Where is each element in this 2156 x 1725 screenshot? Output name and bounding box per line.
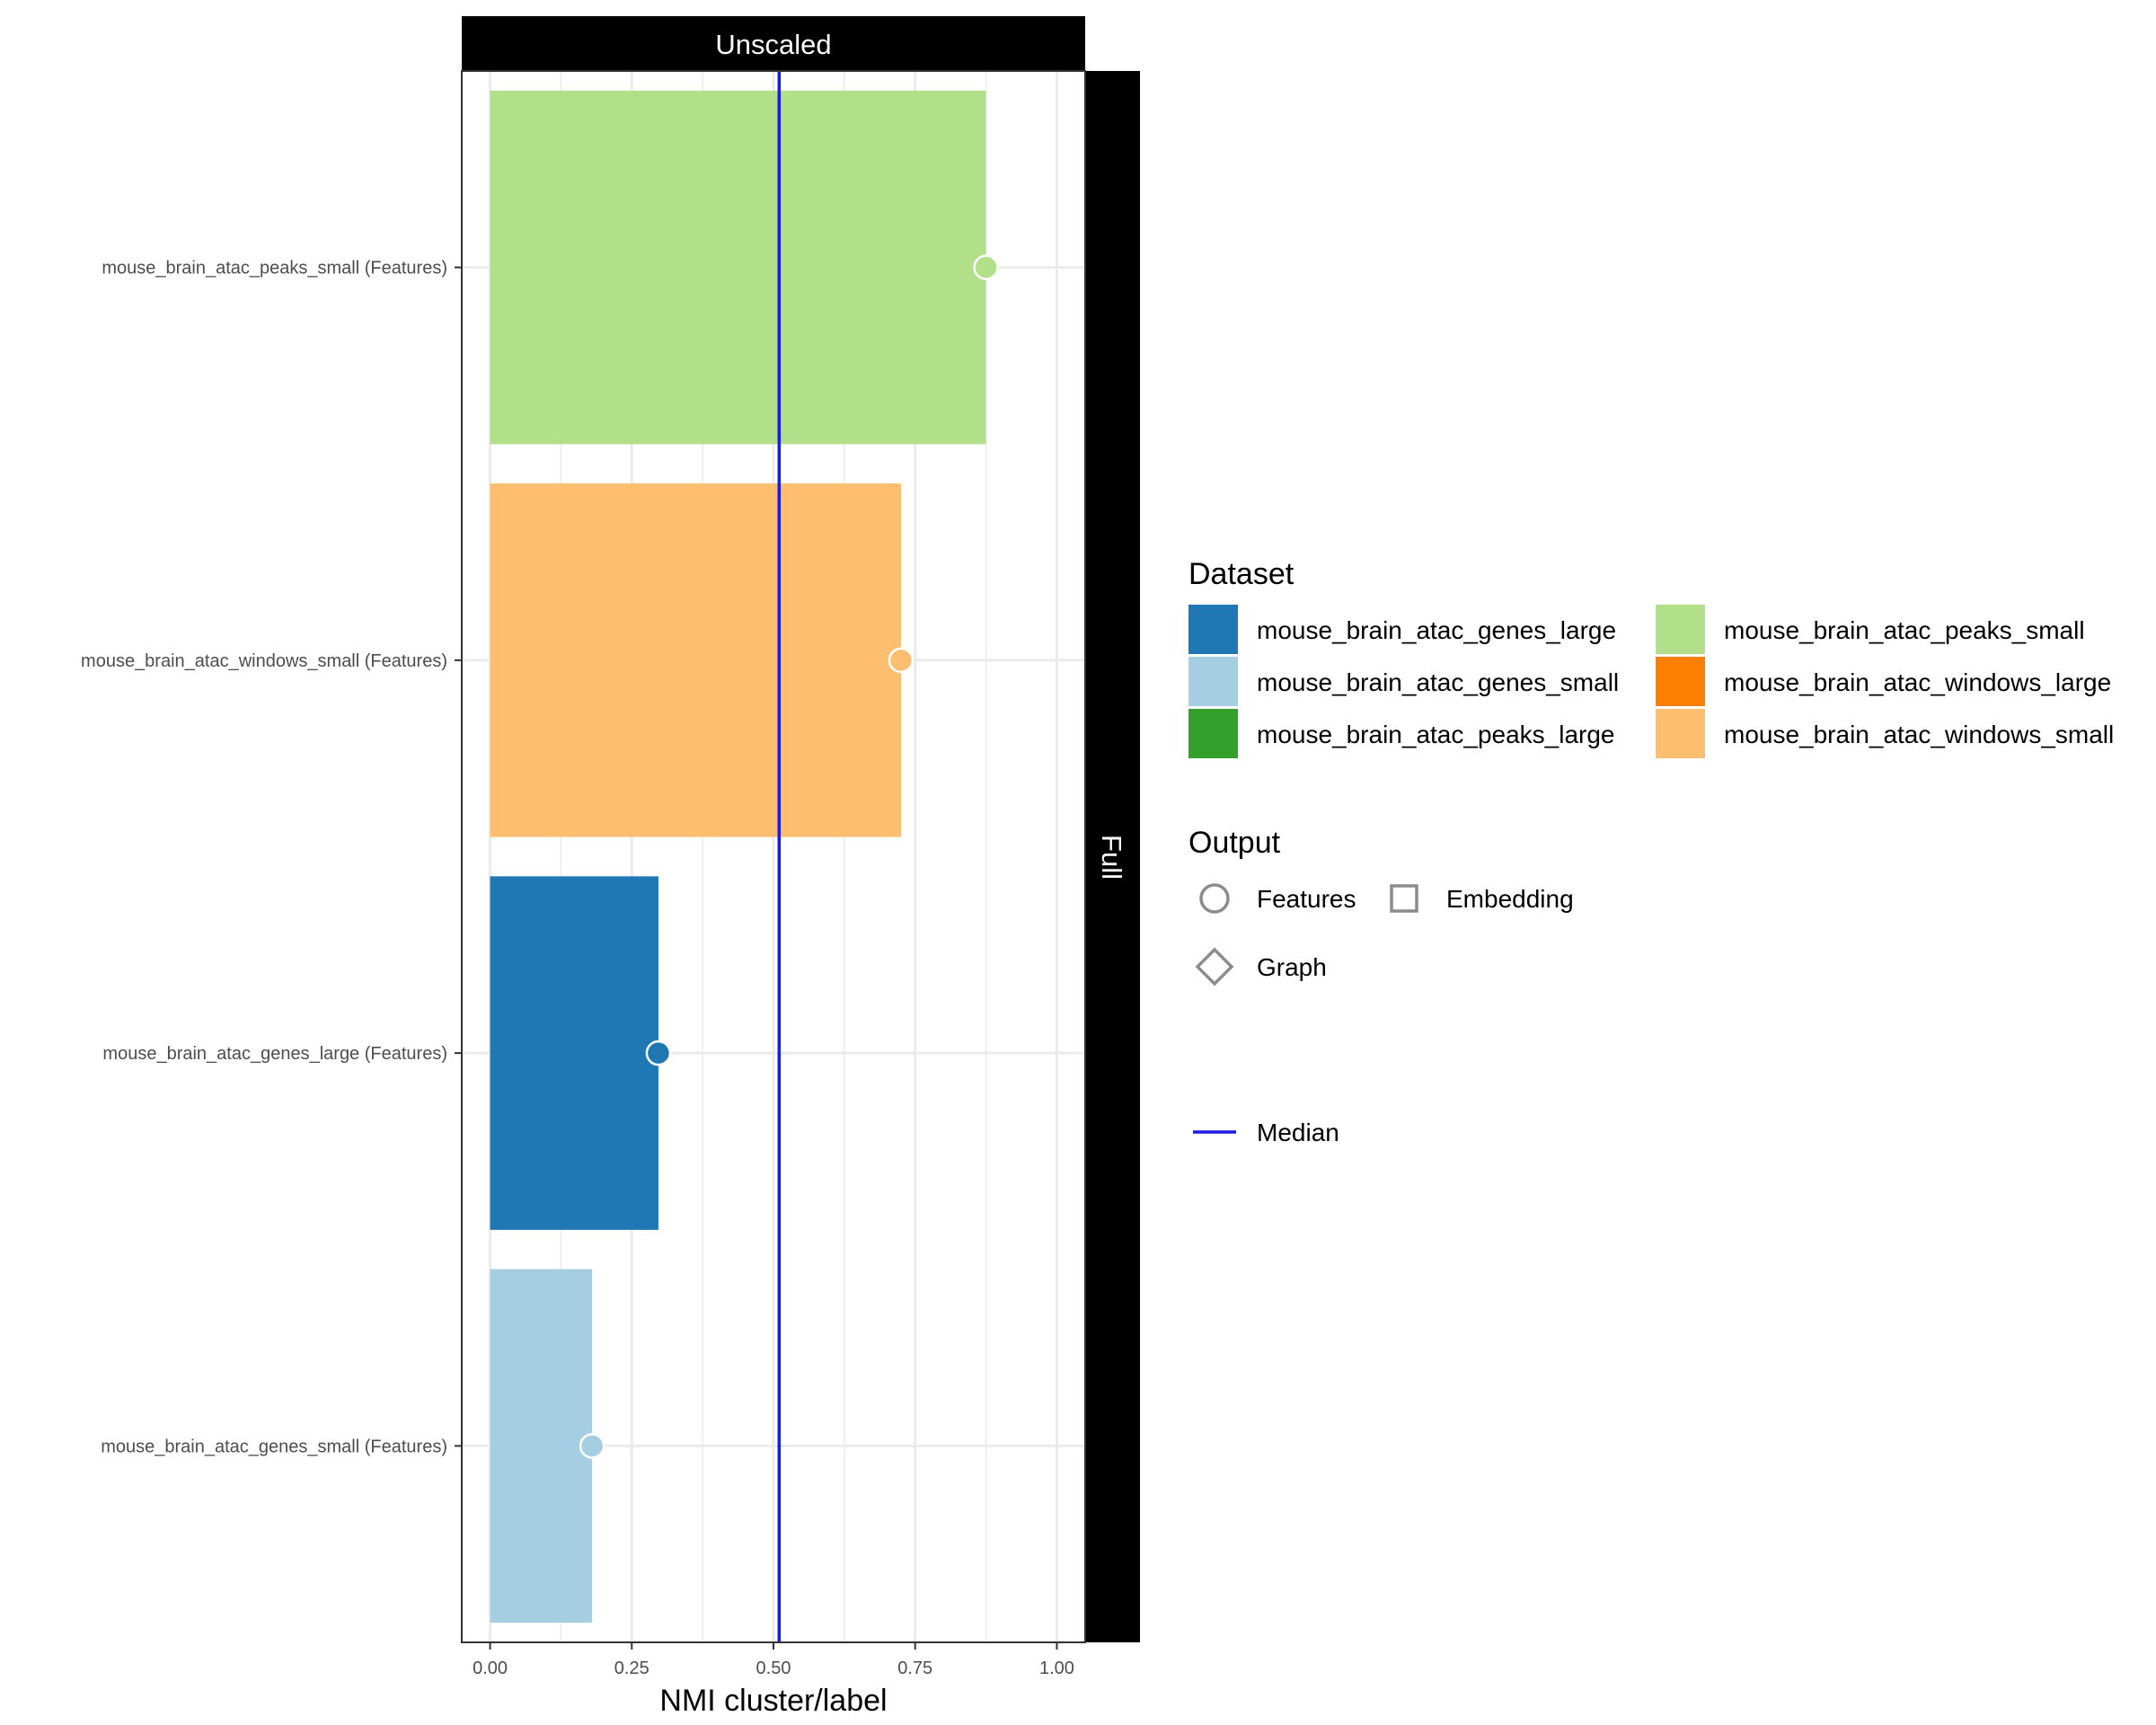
legend-median-label: Median bbox=[1257, 1119, 1339, 1146]
legend-dataset-items: mouse_brain_atac_genes_large mouse_brain_… bbox=[1188, 605, 2114, 758]
x-tick-label: 0.25 bbox=[614, 1659, 649, 1678]
legend-swatch bbox=[1656, 657, 1705, 706]
facet-strip-row-label: Full bbox=[1096, 835, 1127, 880]
x-tick-label: 0.50 bbox=[756, 1659, 791, 1678]
bar bbox=[490, 483, 901, 837]
data-point bbox=[645, 1039, 672, 1066]
facet-strip-column-label: Unscaled bbox=[715, 29, 831, 60]
legend-output-embedding-label: Embedding bbox=[1446, 885, 1574, 913]
y-tick-label: mouse_brain_atac_genes_large (Features) bbox=[102, 1044, 447, 1064]
plot-panel bbox=[461, 70, 1086, 1643]
x-tick-label: 0.00 bbox=[473, 1659, 508, 1678]
y-tick-label: mouse_brain_atac_genes_small (Features) bbox=[101, 1437, 447, 1456]
circle-icon bbox=[1199, 883, 1230, 914]
legend-output-graph-label: Graph bbox=[1257, 953, 1327, 981]
y-tick-label: mouse_brain_atac_windows_small (Features… bbox=[81, 651, 447, 671]
facet-strip-column bbox=[462, 16, 1085, 71]
bar bbox=[490, 876, 658, 1230]
legend-swatch bbox=[1188, 605, 1238, 654]
legend-output-title: Output bbox=[1188, 826, 1281, 860]
legend-dataset-title: Dataset bbox=[1188, 557, 1294, 591]
bar bbox=[490, 90, 986, 445]
legend-dataset-label: mouse_brain_atac_windows_large bbox=[1724, 668, 2111, 696]
legend-dataset-label: mouse_brain_atac_genes_large bbox=[1257, 616, 1616, 644]
legend-swatch bbox=[1188, 657, 1238, 706]
facet-strip-row bbox=[1085, 71, 1140, 1642]
legend-swatch bbox=[1656, 605, 1705, 654]
y-tick-label: mouse_brain_atac_peaks_small (Features) bbox=[102, 259, 447, 279]
diamond-icon bbox=[1195, 947, 1234, 986]
legend-dataset-label: mouse_brain_atac_windows_small bbox=[1724, 721, 2114, 748]
x-axis-title: NMI cluster/label bbox=[659, 1684, 887, 1718]
legend: Dataset mouse_brain_atac_genes_largemous… bbox=[1188, 557, 2114, 1146]
data-point bbox=[579, 1433, 605, 1459]
data-point bbox=[888, 647, 915, 674]
legend-swatch bbox=[1188, 709, 1238, 758]
legend-swatch bbox=[1656, 709, 1705, 758]
legend-output-features: Features bbox=[1199, 883, 1356, 914]
legend-output-features-label: Features bbox=[1257, 885, 1356, 913]
x-axis: 0.00 0.25 0.50 0.75 1.00 bbox=[473, 1642, 1074, 1678]
x-tick-label: 1.00 bbox=[1039, 1659, 1074, 1678]
data-point bbox=[973, 254, 999, 280]
y-axis: mouse_brain_atac_peaks_small (Features) m… bbox=[81, 259, 462, 1456]
x-tick-label: 0.75 bbox=[897, 1659, 932, 1678]
bar bbox=[490, 1269, 593, 1623]
legend-median: Median bbox=[1193, 1119, 1339, 1146]
points bbox=[579, 254, 999, 1459]
bars bbox=[490, 90, 986, 1623]
legend-output-embedding: Embedding bbox=[1390, 884, 1574, 913]
legend-output-graph: Graph bbox=[1195, 947, 1327, 986]
legend-dataset-label: mouse_brain_atac_peaks_small bbox=[1724, 616, 2085, 644]
legend-dataset-label: mouse_brain_atac_genes_small bbox=[1257, 668, 1619, 696]
legend-dataset-label: mouse_brain_atac_peaks_large bbox=[1257, 721, 1615, 748]
square-icon bbox=[1390, 884, 1418, 913]
